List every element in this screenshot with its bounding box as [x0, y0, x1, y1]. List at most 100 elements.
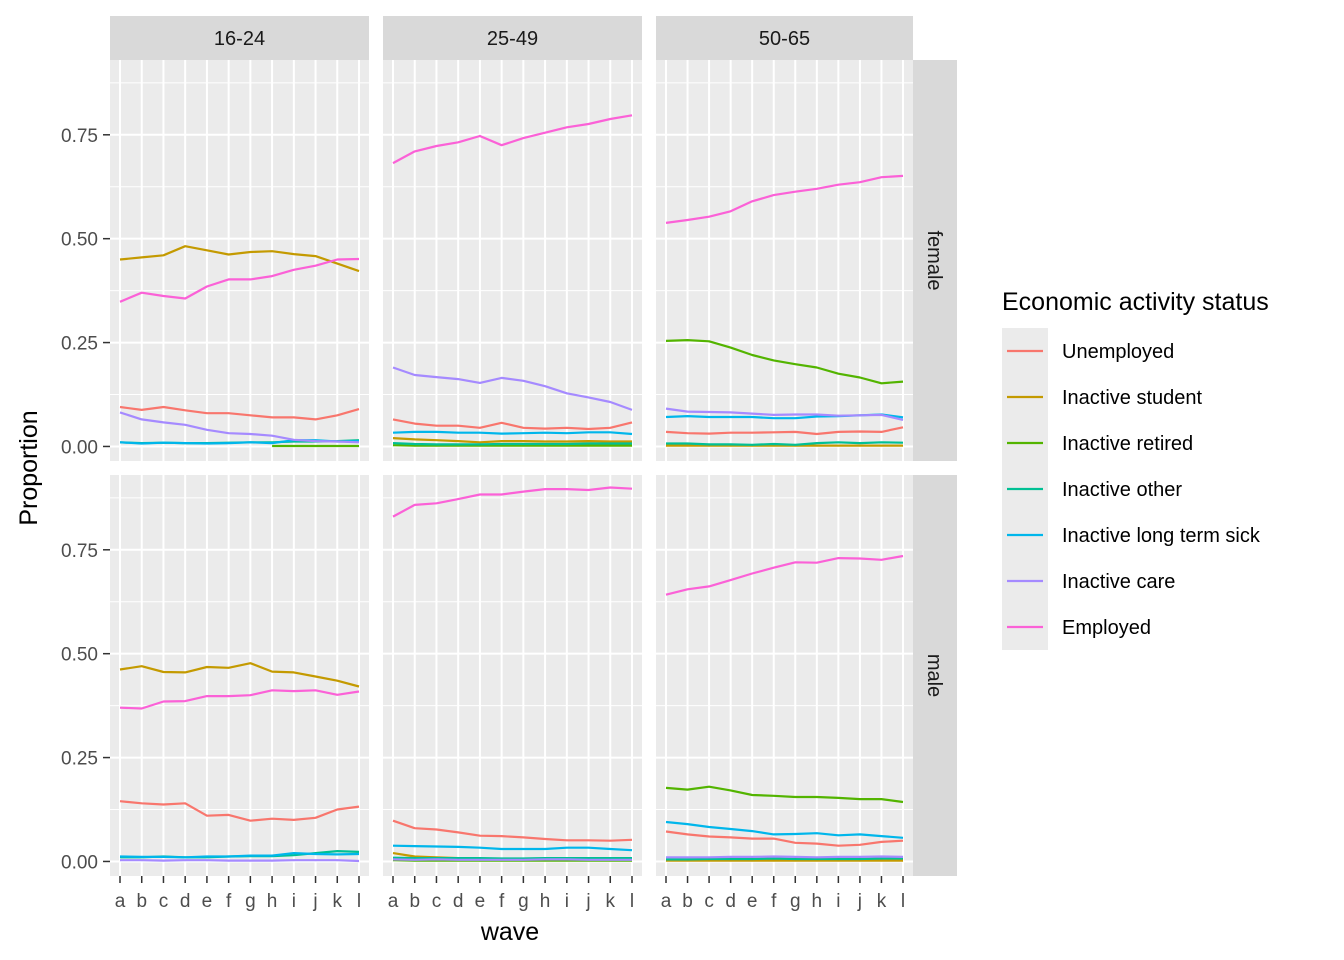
series-line-inactive-other	[666, 441, 904, 446]
series-line-employed	[665, 174, 904, 224]
y-tick-label: 0.75	[61, 541, 98, 562]
x-tick-label: e	[475, 891, 486, 912]
facet-strip-label: 25-49	[487, 28, 538, 50]
x-tick-label: c	[704, 891, 714, 912]
legend-label: Inactive care	[1062, 571, 1175, 593]
series-line-unemployed	[119, 800, 360, 822]
series-line-unemployed	[392, 418, 633, 431]
y-tick-label: 0.75	[61, 126, 98, 147]
series-line-unemployed	[119, 405, 360, 421]
y-tick-label: 0.25	[61, 749, 98, 770]
x-tick-label: g	[245, 891, 256, 912]
series-line-inactive-other	[666, 857, 903, 861]
legend: Economic activity status Unemployed Inact…	[1002, 288, 1269, 650]
x-tick-label: l	[357, 891, 361, 912]
series-line-inactive-long-term-sick	[665, 820, 904, 839]
series-line-inactive-long-term-sick	[119, 851, 360, 859]
x-tick-label: g	[790, 891, 801, 912]
panel-background	[656, 475, 913, 876]
x-tick-label: e	[747, 891, 758, 912]
legend-label: Inactive other	[1062, 479, 1182, 501]
series-line-unemployed	[392, 819, 633, 842]
x-tick-label: d	[453, 891, 464, 912]
facet-strip-label: female	[923, 230, 945, 290]
x-tick-label: j	[312, 891, 317, 912]
series-line-employed	[392, 114, 633, 165]
x-tick-label: a	[115, 891, 126, 912]
y-tick-label: 0.00	[61, 852, 98, 873]
x-tick-label: f	[771, 891, 777, 912]
series-line-inactive-student	[119, 245, 360, 273]
y-axis-title: Proportion	[15, 410, 43, 525]
series-line-inactive-other	[392, 442, 632, 446]
x-tick-label: k	[877, 891, 887, 912]
panel-16-24-male	[110, 475, 369, 876]
legend-label: Inactive student	[1062, 387, 1203, 409]
facet-strip-label: 50-65	[759, 28, 810, 50]
x-tick-label: b	[682, 891, 693, 912]
series-line-inactive-other	[392, 856, 632, 860]
x-tick-label: b	[409, 891, 420, 912]
panel-25-49-female	[383, 60, 642, 461]
series-line-inactive-care	[392, 366, 633, 411]
x-tick-label: f	[499, 891, 505, 912]
x-tick-label: k	[606, 891, 616, 912]
x-tick-label: c	[159, 891, 169, 912]
facet-strip-25-49	[383, 16, 642, 60]
legend-title: Economic activity status	[1002, 288, 1269, 316]
legend-label: Unemployed	[1062, 341, 1174, 363]
y-tick-label: 0.50	[61, 645, 98, 666]
series-line-inactive-long-term-sick	[392, 430, 633, 436]
axes-layer: 0.000.250.500.750.000.250.500.75a b c d e f g h…	[61, 126, 905, 912]
panel-50-65-male	[656, 475, 913, 876]
series-line-inactive-long-term-sick	[392, 844, 633, 852]
panel-25-49-male	[383, 475, 642, 876]
x-tick-label: h	[540, 891, 551, 912]
y-tick-label: 0.50	[61, 230, 98, 251]
panel-50-65-female	[656, 60, 913, 461]
x-tick-label: a	[388, 891, 399, 912]
panel-16-24-female	[110, 60, 369, 461]
series-line-inactive-care	[119, 411, 360, 444]
series-line-inactive-care	[665, 407, 904, 421]
series-line-unemployed	[665, 830, 904, 847]
facet-strip-50-65	[656, 16, 913, 60]
legend-entries: Unemployed Inactive student Inactive retir…	[1007, 341, 1261, 639]
panel-background	[383, 475, 642, 876]
series-line-employed	[392, 486, 633, 518]
x-tick-label: i	[836, 891, 840, 912]
x-tick-label: a	[661, 891, 672, 912]
x-tick-label: e	[202, 891, 213, 912]
series-line-inactive-care	[666, 855, 904, 859]
series-line-inactive-student	[119, 662, 360, 688]
series-line-inactive-care	[120, 859, 360, 863]
x-tick-label: h	[812, 891, 823, 912]
series-line-employed	[119, 257, 360, 303]
y-tick-label: 0.00	[61, 437, 98, 458]
facet-strip-16-24	[110, 16, 369, 60]
series-line-unemployed	[665, 426, 904, 436]
x-tick-label: j	[857, 891, 862, 912]
x-tick-label: f	[226, 891, 232, 912]
series-line-inactive-retired	[665, 785, 904, 804]
x-tick-label: c	[432, 891, 442, 912]
legend-label: Inactive retired	[1062, 433, 1193, 455]
facet-strip-label: male	[923, 654, 945, 697]
legend-label: Employed	[1062, 617, 1151, 639]
panel-background	[110, 475, 369, 876]
x-tick-label: l	[901, 891, 905, 912]
series-line-employed	[665, 554, 904, 596]
legend-label: Inactive long term sick	[1062, 525, 1261, 547]
x-tick-label: b	[136, 891, 147, 912]
x-tick-label: d	[180, 891, 191, 912]
x-tick-label: k	[333, 891, 343, 912]
facet-strip-female	[913, 60, 957, 461]
panels-layer: 16-24 25-49 50-65 female male	[110, 16, 957, 876]
series-line-inactive-retired	[665, 339, 904, 385]
series-line-inactive-student	[392, 437, 632, 444]
x-tick-label: i	[292, 891, 296, 912]
panel-background	[656, 60, 913, 461]
x-tick-label: d	[725, 891, 736, 912]
facet-strip-label: 16-24	[214, 28, 265, 50]
